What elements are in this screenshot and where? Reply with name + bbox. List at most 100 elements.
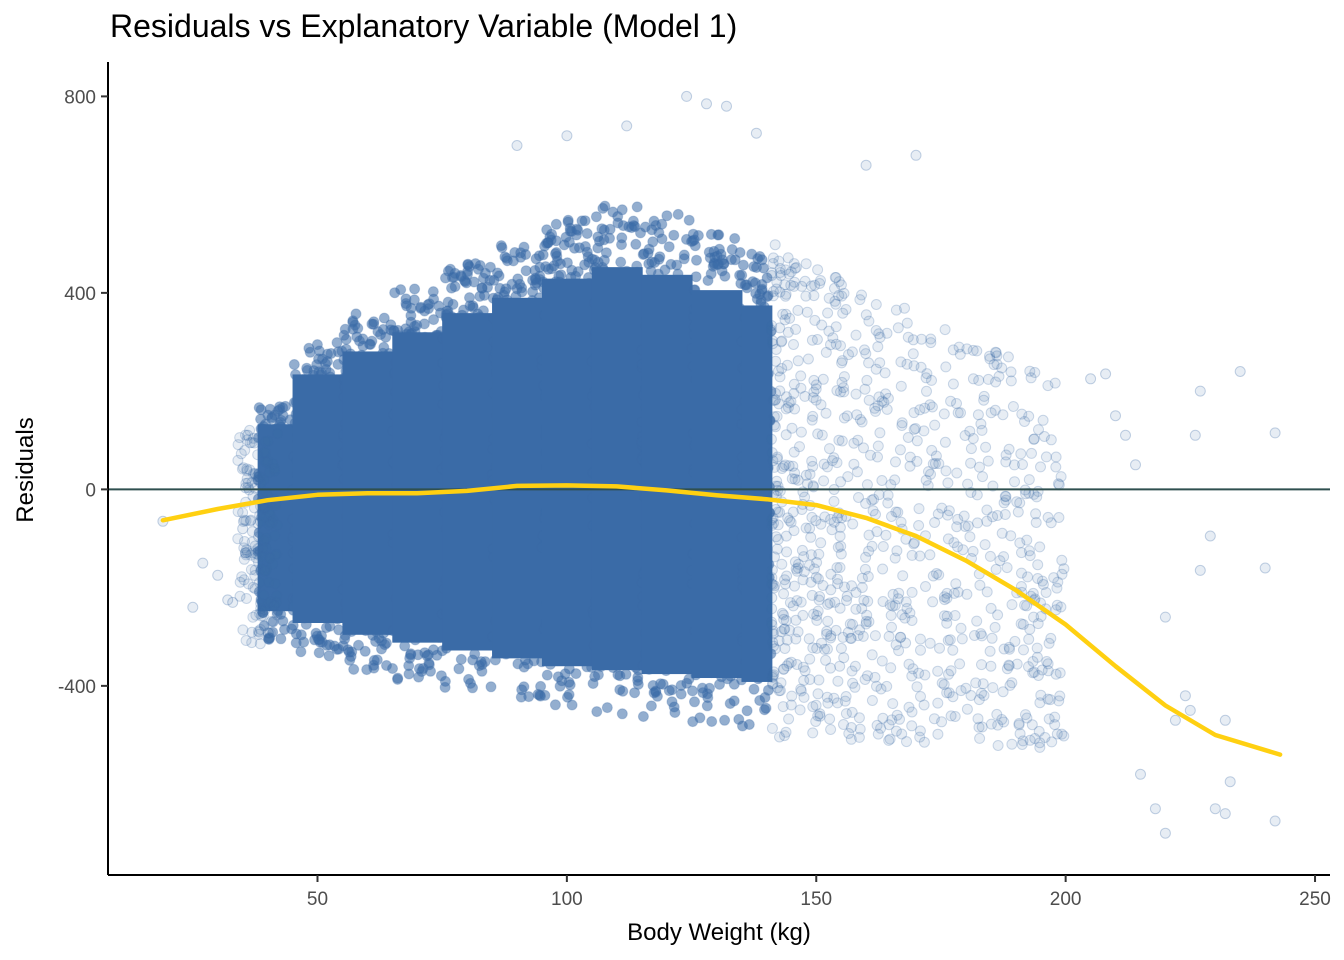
- scatter-point: [780, 615, 792, 627]
- scatter-point: [895, 380, 907, 392]
- scatter-point: [871, 526, 883, 538]
- scatter-point: [1001, 663, 1013, 675]
- scatter-point: [350, 308, 362, 320]
- scatter-point: [1194, 385, 1206, 397]
- scatter-point: [492, 267, 503, 279]
- scatter-point: [663, 241, 675, 253]
- scatter-point: [951, 467, 963, 479]
- scatter-point: [921, 368, 933, 380]
- scatter-point: [376, 643, 387, 655]
- scatter-point: [1002, 351, 1014, 363]
- scatter-point: [850, 388, 862, 400]
- scatter-point: [783, 397, 795, 409]
- scatter-point: [687, 685, 698, 697]
- scatter-point: [785, 516, 797, 528]
- scatter-point: [832, 675, 844, 687]
- scatter-point: [631, 201, 643, 213]
- scatter-point: [1012, 506, 1024, 518]
- scatter-point: [241, 473, 253, 485]
- scatter-point: [254, 608, 266, 620]
- scatter-point: [901, 317, 913, 329]
- scatter-point: [824, 443, 835, 455]
- scatter-point: [247, 547, 259, 559]
- scatter-point: [876, 655, 888, 667]
- scatter-point: [784, 624, 795, 636]
- x-tick-label: 50: [307, 889, 328, 910]
- scatter-point: [813, 674, 825, 686]
- scatter-point: [650, 686, 662, 698]
- scatter-point: [856, 289, 867, 301]
- scatter-point: [786, 422, 798, 434]
- scatter-point: [339, 323, 351, 335]
- scatter-point: [750, 127, 762, 139]
- dense-region: [442, 313, 494, 651]
- scatter-point: [873, 391, 885, 403]
- scatter-point: [811, 642, 823, 654]
- dense-region: [257, 424, 294, 612]
- scatter-point: [899, 302, 910, 314]
- scatter-point: [798, 691, 810, 703]
- scatter-point: [771, 276, 783, 288]
- scatter-point: [1015, 448, 1027, 460]
- scatter-point: [807, 410, 819, 422]
- scatter-point: [774, 263, 786, 274]
- scatter-point: [1021, 712, 1033, 724]
- scatter-point: [806, 511, 818, 523]
- scatter-point: [835, 340, 846, 352]
- scatter-point: [948, 587, 960, 599]
- scatter-point: [828, 452, 840, 464]
- scatter-point: [1054, 690, 1066, 702]
- scatter-point: [1224, 776, 1236, 788]
- scatter-point: [892, 322, 904, 334]
- scatter-point: [940, 361, 952, 373]
- scatter-point: [1006, 738, 1018, 750]
- scatter-point: [1021, 534, 1033, 546]
- scatter-point: [792, 355, 804, 367]
- scatter-point: [771, 410, 783, 422]
- scatter-point: [1050, 451, 1062, 463]
- scatter-point: [954, 658, 966, 670]
- scatter-point: [907, 348, 919, 360]
- scatter-point: [808, 290, 820, 302]
- scatter-point: [378, 341, 390, 353]
- scatter-point: [812, 605, 824, 617]
- scatter-point: [953, 341, 965, 353]
- scatter-point: [849, 660, 861, 672]
- scatter-point: [911, 681, 923, 693]
- scatter-point: [947, 691, 959, 703]
- scatter-point: [889, 552, 901, 564]
- scatter-point: [688, 234, 700, 246]
- scatter-point: [783, 657, 795, 669]
- scatter-point: [894, 444, 906, 456]
- scatter-point: [616, 232, 628, 244]
- x-tick-label: 200: [1050, 889, 1082, 910]
- scatter-point: [828, 516, 840, 528]
- scatter-point: [938, 408, 950, 420]
- scatter-point: [1269, 815, 1281, 827]
- scatter-point: [795, 426, 807, 438]
- scatter-point: [1058, 563, 1070, 575]
- scatter-point: [516, 684, 528, 696]
- scatter-point: [331, 337, 343, 349]
- scatter-point: [737, 720, 748, 732]
- scatter-point: [1048, 572, 1060, 584]
- scatter-point: [1003, 641, 1015, 653]
- scatter-point: [1219, 714, 1231, 726]
- scatter-point: [778, 588, 790, 600]
- scatter-point: [997, 686, 1009, 698]
- scatter-point: [936, 502, 948, 514]
- scatter-point: [348, 663, 360, 675]
- scatter-point: [423, 657, 435, 669]
- scatter-point: [771, 475, 783, 487]
- scatter-point: [920, 581, 931, 592]
- scatter-point: [1024, 365, 1036, 377]
- scatter-point: [895, 516, 907, 528]
- scatter-point: [255, 597, 267, 609]
- scatter-point: [880, 529, 892, 541]
- scatter-point: [867, 505, 879, 517]
- scatter-point: [933, 569, 945, 581]
- scatter-point: [237, 523, 249, 535]
- scatter-point: [259, 436, 271, 448]
- scatter-point: [932, 728, 944, 740]
- scatter-point: [825, 632, 837, 644]
